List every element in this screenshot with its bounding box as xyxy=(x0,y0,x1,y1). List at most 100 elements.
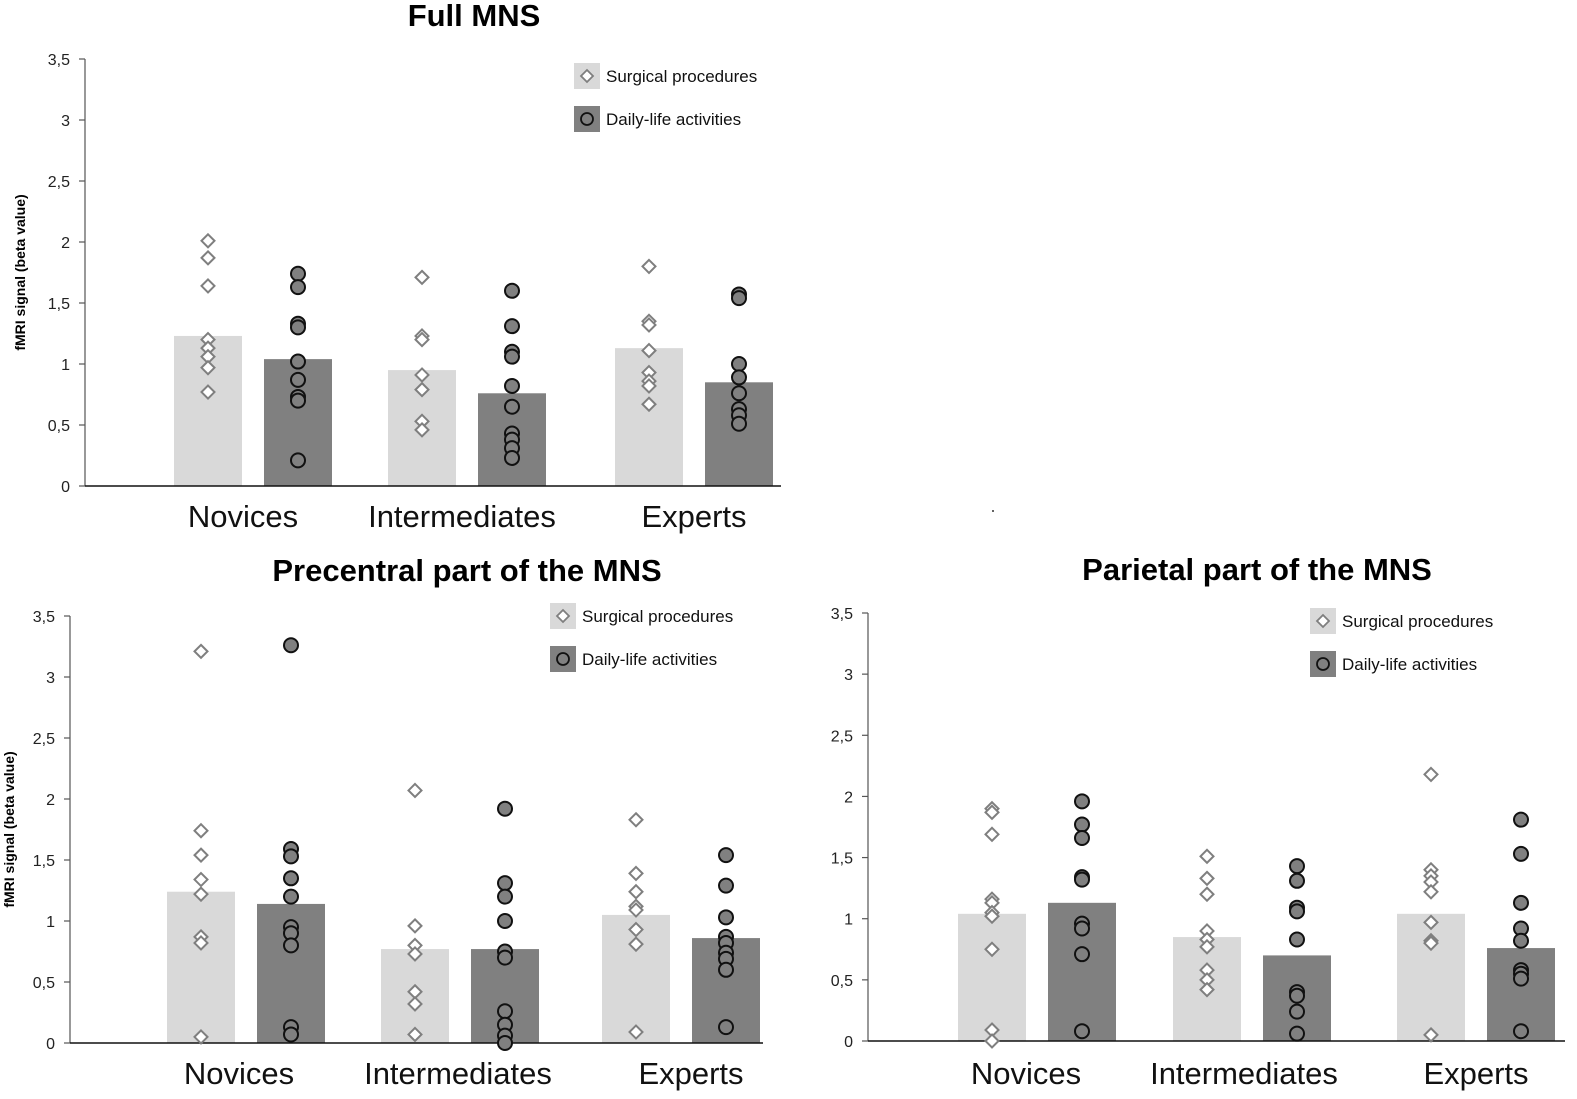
data-point-surgical xyxy=(1199,870,1215,887)
x-tick-label: Novices xyxy=(971,1056,1081,1091)
data-point-surgical xyxy=(1199,981,1215,998)
data-point-surgical xyxy=(407,996,423,1012)
bar-surgical-novices xyxy=(167,891,235,1043)
y-tick-label: 3,5 xyxy=(33,609,55,626)
chart-title: Precentral part of the MNS xyxy=(272,553,661,588)
data-point-surgical xyxy=(193,1028,209,1045)
data-point-daily xyxy=(1289,872,1305,889)
data-point-daily xyxy=(731,385,747,402)
data-point-surgical xyxy=(407,782,423,799)
data-point-daily xyxy=(497,888,513,905)
y-axis-label: fMRI signal (beta value) xyxy=(12,194,28,350)
data-point-daily xyxy=(731,415,747,432)
data-point-surgical xyxy=(407,917,423,934)
y-tick-label: 3,5 xyxy=(48,52,70,69)
data-point-surgical xyxy=(193,871,209,888)
data-point-surgical xyxy=(628,865,644,882)
legend-label: Daily-life activities xyxy=(582,650,717,669)
data-point-surgical xyxy=(984,826,1000,843)
y-tick-label: 1,5 xyxy=(48,296,70,313)
data-point-surgical xyxy=(641,317,657,333)
legend-label: Daily-life activities xyxy=(606,110,741,129)
legend-label: Daily-life activities xyxy=(1342,655,1477,674)
data-point-surgical xyxy=(628,921,644,938)
y-tick-label: 1,5 xyxy=(831,851,853,868)
data-point-surgical xyxy=(1423,883,1439,900)
data-point-daily xyxy=(504,398,520,415)
x-tick-label: Experts xyxy=(638,1056,743,1091)
data-point-daily xyxy=(290,353,306,370)
data-point-daily xyxy=(731,369,747,386)
data-point-surgical xyxy=(414,381,430,398)
data-point-daily xyxy=(290,279,306,296)
chart-full-mns: Full MNS 0 0,5 1 1,5 2 2,5 3 3,5 fMRI signal (bet… xyxy=(12,0,781,534)
x-tick-label: Experts xyxy=(641,499,746,534)
y-tick-label: 0,5 xyxy=(33,975,55,992)
data-point-daily xyxy=(1074,871,1090,888)
data-point-daily xyxy=(1513,1023,1529,1040)
data-point-daily xyxy=(1513,970,1529,987)
data-point-daily xyxy=(1289,931,1305,948)
y-tick-label: 2 xyxy=(61,235,70,252)
data-point-surgical xyxy=(628,1024,644,1040)
data-point-surgical xyxy=(200,232,216,249)
data-point-daily xyxy=(283,637,299,654)
data-point-surgical xyxy=(628,811,644,828)
legend-circle-icon xyxy=(580,112,594,126)
data-point-surgical xyxy=(193,643,209,660)
data-point-daily xyxy=(1513,845,1529,862)
data-point-daily xyxy=(497,800,513,817)
data-point-surgical xyxy=(1199,886,1215,903)
x-tick-label: Novices xyxy=(188,499,298,534)
data-point-daily xyxy=(1289,903,1305,920)
data-point-surgical xyxy=(193,822,209,839)
data-point-surgical xyxy=(641,342,657,359)
data-point-daily xyxy=(290,319,306,336)
data-point-daily xyxy=(1289,1003,1305,1020)
data-point-daily xyxy=(290,392,306,409)
data-point-daily xyxy=(1074,946,1090,963)
data-point-daily xyxy=(718,961,734,978)
data-point-surgical xyxy=(1199,938,1215,955)
y-tick-label: 0 xyxy=(61,479,70,496)
data-point-surgical xyxy=(414,331,430,348)
data-point-daily xyxy=(497,875,513,892)
data-point-surgical xyxy=(984,804,1000,821)
data-point-daily xyxy=(283,1026,299,1043)
data-point-daily xyxy=(504,348,520,365)
y-tick-label: 2,5 xyxy=(48,174,70,191)
data-point-surgical xyxy=(628,902,644,918)
data-point-daily xyxy=(1074,793,1090,810)
data-point-daily xyxy=(718,909,734,926)
y-tick-label: 0,5 xyxy=(831,973,853,990)
x-tick-label: Experts xyxy=(1423,1056,1528,1091)
data-point-daily xyxy=(283,848,299,865)
y-tick-label: 3 xyxy=(46,670,55,687)
data-point-surgical xyxy=(407,1026,423,1043)
data-point-daily xyxy=(497,913,513,929)
y-tick-label: 3,5 xyxy=(831,606,853,623)
data-point-surgical xyxy=(200,278,216,294)
x-tick-label: Intermediates xyxy=(368,499,556,534)
x-tick-label: Novices xyxy=(184,1056,294,1091)
legend-label: Surgical procedures xyxy=(582,607,733,626)
data-point-surgical xyxy=(1199,848,1215,865)
y-tick-label: 3 xyxy=(61,113,70,130)
data-point-surgical xyxy=(193,886,209,903)
data-point-daily xyxy=(1074,816,1090,833)
data-point-daily xyxy=(1513,811,1529,828)
y-tick-label: 1 xyxy=(46,914,55,931)
data-point-daily xyxy=(504,377,520,394)
chart-title: Parietal part of the MNS xyxy=(1082,552,1432,587)
data-point-daily xyxy=(718,877,734,894)
data-point-daily xyxy=(718,1019,734,1036)
data-point-daily xyxy=(497,1035,513,1051)
y-tick-label: 1 xyxy=(844,912,853,929)
bar-surgical-novices xyxy=(958,913,1026,1041)
legend-label: Surgical procedures xyxy=(606,67,757,86)
data-point-daily xyxy=(1513,932,1529,949)
data-point-surgical xyxy=(984,908,1000,925)
data-point-surgical xyxy=(641,378,657,394)
legend-label: Surgical procedures xyxy=(1342,612,1493,631)
